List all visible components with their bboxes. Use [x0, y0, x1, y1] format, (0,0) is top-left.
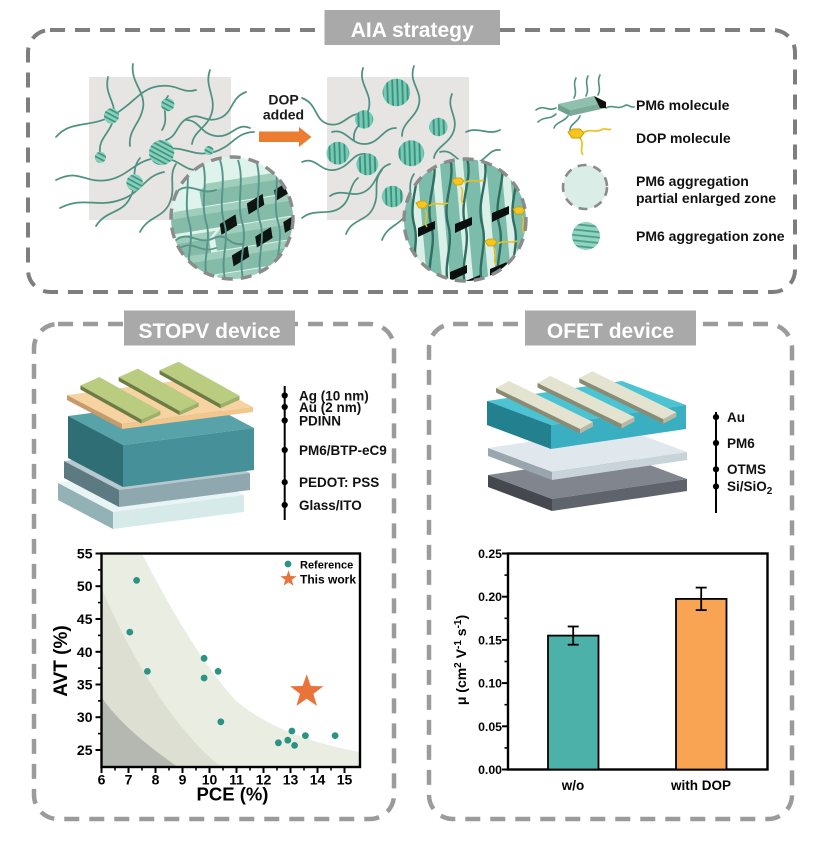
svg-text:PCE (%): PCE (%)	[197, 784, 269, 805]
svg-text:Reference: Reference	[300, 560, 353, 572]
svg-text:PM6 aggregation: PM6 aggregation	[636, 173, 749, 189]
svg-text:This work: This work	[300, 573, 356, 587]
svg-text:13: 13	[283, 772, 299, 788]
svg-text:DOP molecule: DOP molecule	[636, 130, 731, 146]
svg-text:PM6: PM6	[727, 436, 755, 451]
svg-text:0.15: 0.15	[478, 633, 502, 647]
svg-text:11: 11	[229, 772, 244, 788]
svg-text:partial enlarged zone: partial enlarged zone	[636, 190, 776, 206]
svg-text:8: 8	[152, 772, 160, 788]
svg-text:7: 7	[125, 772, 133, 788]
svg-text:6: 6	[98, 772, 106, 788]
svg-text:PM6 molecule: PM6 molecule	[636, 97, 730, 113]
svg-text:PM6 aggregation zone: PM6 aggregation zone	[636, 228, 785, 244]
svg-text:0.00: 0.00	[478, 763, 502, 777]
svg-text:μ (cm2 V-1 s-1): μ (cm2 V-1 s-1)	[453, 615, 469, 705]
svg-text:0.20: 0.20	[478, 590, 502, 604]
svg-text:added: added	[263, 107, 304, 123]
svg-text:30: 30	[77, 709, 93, 725]
svg-text:PEDOT: PSS: PEDOT: PSS	[299, 475, 379, 490]
svg-text:0.25: 0.25	[478, 547, 502, 561]
svg-text:0.05: 0.05	[478, 720, 502, 734]
svg-text:12: 12	[256, 772, 272, 788]
svg-text:15: 15	[337, 772, 353, 788]
svg-text:9: 9	[179, 772, 187, 788]
svg-text:35: 35	[77, 677, 93, 693]
svg-text:Au (2 nm): Au (2 nm)	[299, 400, 361, 415]
svg-text:Ag (10 nm): Ag (10 nm)	[299, 388, 369, 403]
svg-text:AIA strategy: AIA strategy	[351, 19, 474, 42]
svg-text:PM6/BTP-eC9: PM6/BTP-eC9	[299, 443, 387, 458]
svg-text:Au: Au	[727, 410, 745, 425]
svg-text:14: 14	[310, 772, 326, 788]
svg-text:PDINN: PDINN	[299, 413, 341, 428]
svg-text:0.10: 0.10	[478, 677, 502, 691]
svg-text:STOPV device: STOPV device	[138, 320, 280, 343]
svg-text:w/o: w/o	[561, 778, 585, 793]
svg-text:Glass/ITO: Glass/ITO	[299, 498, 362, 513]
svg-text:40: 40	[77, 644, 93, 660]
svg-text:Si/SiO2: Si/SiO2	[727, 479, 773, 497]
svg-text:with DOP: with DOP	[670, 778, 731, 793]
svg-text:45: 45	[77, 611, 93, 627]
svg-text:DOP: DOP	[268, 92, 298, 108]
svg-text:OFET device: OFET device	[547, 320, 674, 343]
svg-text:50: 50	[77, 578, 93, 594]
svg-text:10: 10	[202, 772, 218, 788]
svg-text:25: 25	[77, 742, 93, 758]
svg-text:55: 55	[77, 546, 93, 562]
svg-text:OTMS: OTMS	[727, 462, 766, 477]
svg-text:AVT (%): AVT (%)	[51, 625, 72, 696]
